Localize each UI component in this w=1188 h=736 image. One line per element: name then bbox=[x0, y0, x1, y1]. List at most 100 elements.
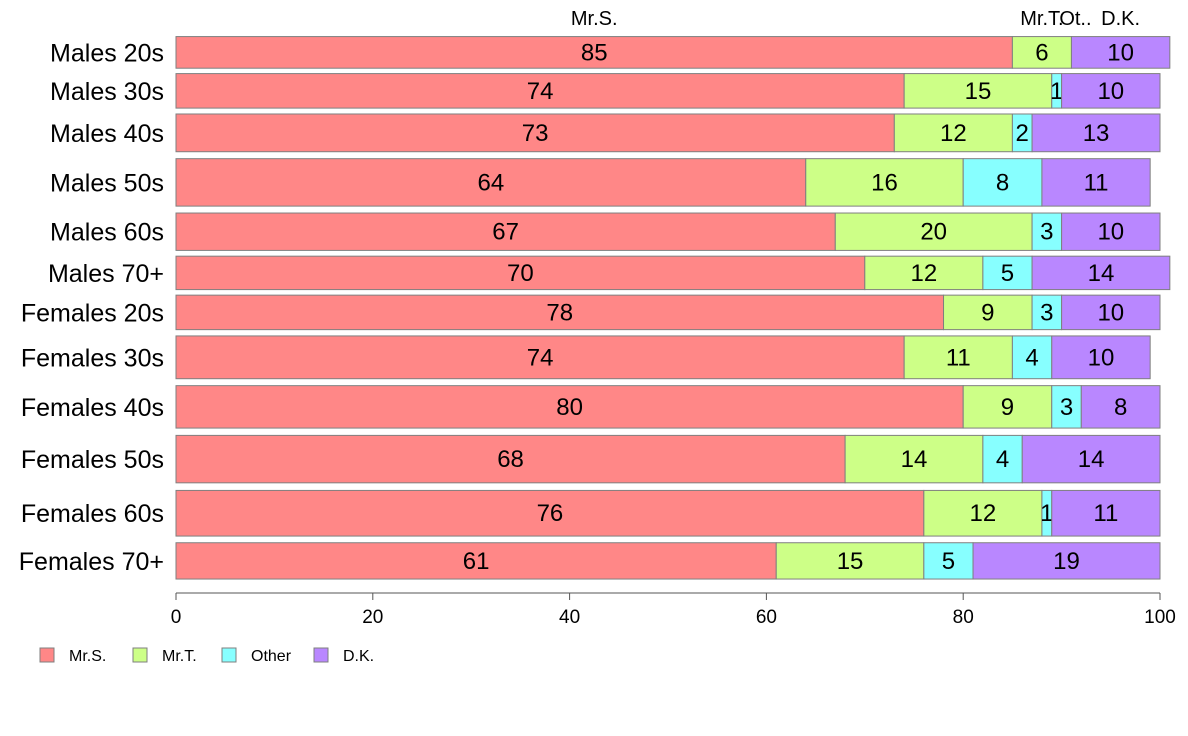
bar-row: 78 9 3 10 bbox=[175, 294, 1161, 331]
data-label: 74 bbox=[527, 78, 554, 105]
category-label: Males 30s bbox=[50, 78, 164, 106]
data-label: 15 bbox=[965, 78, 992, 105]
data-label: 74 bbox=[527, 344, 554, 371]
data-label: 13 bbox=[1083, 120, 1110, 147]
data-label: 19 bbox=[1053, 548, 1080, 575]
data-label: 12 bbox=[910, 260, 937, 287]
bar-row: 61 15 5 19 bbox=[175, 542, 1161, 580]
data-label: 68 bbox=[497, 446, 524, 473]
x-tick-label: 100 bbox=[1144, 607, 1176, 628]
data-label: 10 bbox=[1097, 219, 1124, 246]
data-label: 5 bbox=[1001, 260, 1014, 287]
legend-swatch bbox=[132, 647, 148, 663]
category-label: Males 50s bbox=[50, 169, 164, 197]
bar-segment bbox=[943, 294, 1033, 331]
data-label: 20 bbox=[920, 219, 947, 246]
bar-segment bbox=[175, 212, 836, 251]
data-label: 11 bbox=[1093, 500, 1118, 527]
category-label: Females 20s bbox=[21, 299, 164, 327]
bar-segment bbox=[175, 385, 964, 429]
data-label: 80 bbox=[556, 394, 583, 421]
bar-segment bbox=[962, 158, 1043, 207]
data-label: 12 bbox=[940, 120, 967, 147]
category-label: Males 20s bbox=[50, 39, 164, 67]
category-label: Females 40s bbox=[21, 394, 164, 422]
data-label: 67 bbox=[492, 219, 519, 246]
bar-segment bbox=[1031, 212, 1063, 251]
data-label: 14 bbox=[901, 446, 928, 473]
category-label: Females 30s bbox=[21, 344, 164, 372]
bar-row: 67 20 3 10 bbox=[175, 212, 1161, 251]
data-label: 1 bbox=[1040, 500, 1053, 527]
bar-row: 68 14 4 14 bbox=[175, 434, 1161, 484]
data-label: 10 bbox=[1097, 78, 1124, 105]
bar-segment bbox=[1080, 385, 1161, 429]
category-label: Males 70+ bbox=[48, 260, 164, 288]
data-label: 9 bbox=[1001, 394, 1014, 421]
segment-header-label: Mr.T. bbox=[1020, 8, 1063, 30]
category-label: Females 70+ bbox=[19, 548, 164, 576]
data-label: 12 bbox=[970, 500, 997, 527]
data-label: 5 bbox=[942, 548, 955, 575]
bar-segment bbox=[893, 113, 1013, 153]
data-label: 6 bbox=[1035, 39, 1048, 66]
bar-segment bbox=[1061, 212, 1161, 251]
legend-swatch bbox=[39, 647, 55, 663]
data-label: 3 bbox=[1060, 394, 1073, 421]
bar-segment bbox=[1011, 36, 1072, 69]
bar-row: 74 15 1 10 bbox=[175, 73, 1161, 109]
x-tick-label: 20 bbox=[362, 607, 383, 628]
legend-label: Other bbox=[251, 648, 292, 665]
data-label: 15 bbox=[837, 548, 864, 575]
legend-item: D.K. bbox=[313, 647, 374, 665]
bar-segment bbox=[1051, 385, 1082, 429]
bar-segment bbox=[864, 255, 984, 291]
data-label: 4 bbox=[996, 446, 1009, 473]
bar-segment bbox=[175, 489, 925, 537]
bar-segment bbox=[1061, 294, 1161, 331]
bar-row: 76 12 1 11 bbox=[175, 489, 1161, 537]
data-label: 14 bbox=[1078, 446, 1105, 473]
x-tick-label: 40 bbox=[559, 607, 580, 628]
category-label: Females 60s bbox=[21, 500, 164, 528]
bar-segment bbox=[923, 489, 1043, 537]
bar-segment bbox=[175, 335, 905, 380]
data-label: 10 bbox=[1088, 344, 1115, 371]
bar-segment bbox=[175, 36, 1013, 69]
legend-swatch bbox=[313, 647, 329, 663]
bar-segment bbox=[175, 158, 807, 207]
data-label: 64 bbox=[478, 169, 505, 196]
bar-segment bbox=[962, 385, 1053, 429]
legend-item: Mr.S. bbox=[39, 647, 106, 665]
bar-segment bbox=[903, 73, 1053, 109]
data-label: 78 bbox=[546, 299, 573, 326]
x-tick-label: 0 bbox=[171, 607, 182, 628]
bar-segment bbox=[834, 212, 1033, 251]
data-label: 76 bbox=[537, 500, 564, 527]
legend-label: D.K. bbox=[343, 648, 374, 665]
bar-segment bbox=[805, 158, 964, 207]
category-label: Males 40s bbox=[50, 120, 164, 148]
bar-segment bbox=[1031, 255, 1171, 291]
segment-header-label: Ot.. bbox=[1059, 8, 1091, 30]
data-label: 3 bbox=[1040, 299, 1053, 326]
category-label: Females 50s bbox=[21, 446, 164, 474]
data-label: 16 bbox=[871, 169, 898, 196]
bar-segment bbox=[982, 255, 1033, 291]
data-label: 10 bbox=[1097, 299, 1124, 326]
bar-row: 85 6 10 bbox=[175, 36, 1171, 69]
legend-item: Mr.T. bbox=[132, 647, 197, 665]
data-label: 61 bbox=[463, 548, 490, 575]
data-label: 4 bbox=[1025, 344, 1038, 371]
bar-row: 74 11 4 10 bbox=[175, 335, 1151, 380]
bar-segment bbox=[175, 434, 846, 484]
segment-header-label: Mr.S. bbox=[571, 8, 618, 30]
bar-row: 80 9 3 8 bbox=[175, 385, 1161, 429]
data-label: 14 bbox=[1088, 260, 1115, 287]
data-label: 1 bbox=[1050, 78, 1063, 105]
data-label: 8 bbox=[996, 169, 1009, 196]
data-label: 70 bbox=[507, 260, 534, 287]
data-label: 10 bbox=[1107, 39, 1134, 66]
data-label: 3 bbox=[1040, 219, 1053, 246]
bar-segment bbox=[1051, 489, 1161, 537]
